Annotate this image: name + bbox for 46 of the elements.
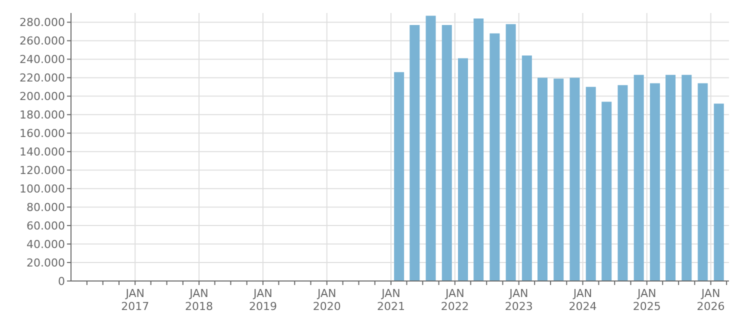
x-tick-label: JAN 2020 [312,287,341,313]
x-tick-label: JAN 2018 [185,287,214,313]
bar [458,58,468,281]
bar [586,86,596,281]
bar [554,78,564,281]
bar [650,83,660,281]
x-tick-label: JAN 2021 [376,287,405,313]
y-tick-label: 20.000 [26,256,65,270]
y-tick-label: 140.000 [20,146,65,159]
bar [490,33,500,281]
y-tick-label: 260.000 [20,34,65,48]
y-tick-label: 60.000 [26,219,65,232]
y-tick-label: 280.000 [20,16,65,30]
x-tick-label: JAN 2019 [248,287,277,313]
bar [618,85,628,281]
bar [698,83,708,281]
bar [442,25,452,281]
y-tick-label: 80.000 [26,200,65,214]
bar [426,16,436,281]
y-tick-label: 220.000 [20,72,65,85]
y-tick-label: 0 [58,274,65,288]
x-tick-label: JAN 2026 [696,287,725,313]
bar [634,74,644,281]
x-tick-label: JAN 2017 [121,287,150,313]
x-tick-label: JAN 2024 [568,287,597,313]
bar [474,18,484,281]
bar [522,56,532,281]
bar [570,78,580,281]
bar [410,25,420,281]
x-tick-label: JAN 2022 [440,287,469,313]
bar [538,78,548,281]
bar [394,72,404,281]
x-tick-label: JAN 2025 [632,287,661,313]
bar [602,102,612,281]
bar [666,74,676,281]
y-tick-label: 40.000 [26,238,65,251]
y-tick-label: 180.000 [20,108,65,122]
y-tick-label: 240.000 [20,53,65,66]
x-tick-label: JAN 2023 [504,287,533,313]
y-tick-label: 160.000 [20,127,65,140]
bar [506,24,516,281]
y-tick-label: 120.000 [20,164,65,178]
bar [682,74,692,281]
y-tick-label: 100.000 [20,182,65,196]
y-tick-label: 200.000 [20,90,65,104]
bar [714,104,724,281]
